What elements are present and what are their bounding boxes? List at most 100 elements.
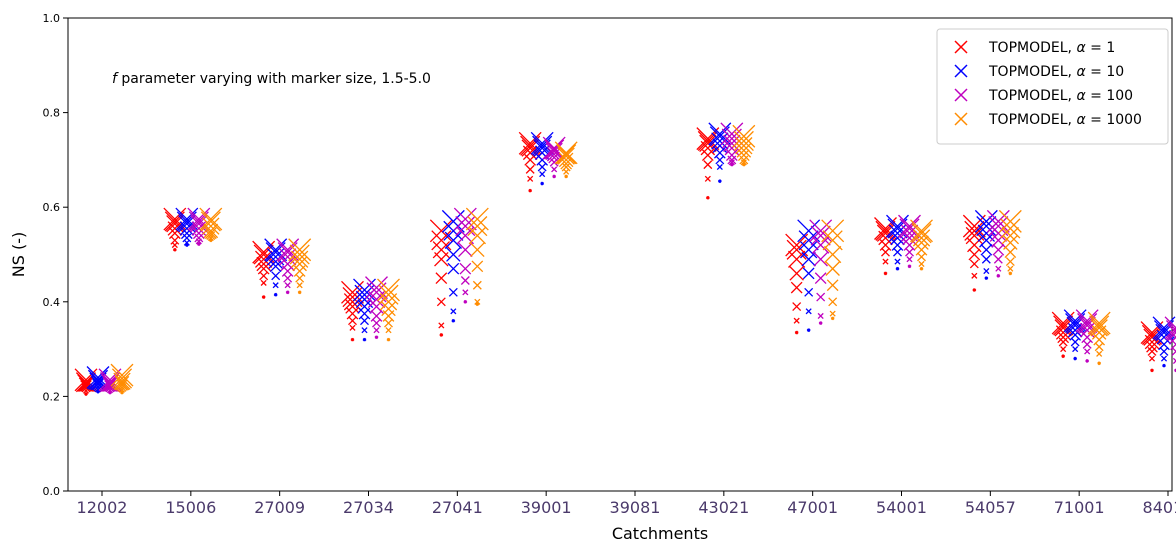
marker-10-15006	[178, 215, 196, 233]
marker-100-27034	[367, 290, 386, 309]
marker-1-39001	[522, 145, 538, 161]
marker-1000-12002	[114, 375, 130, 391]
marker-100-54001	[902, 230, 917, 246]
marker-10-39001	[530, 131, 554, 155]
marker-1000-47001	[821, 219, 845, 243]
marker-100-71001	[1082, 339, 1092, 349]
legend-entry-1000: TOPMODEL, α = 1000	[954, 112, 1142, 128]
legend: TOPMODEL, α = 1 TOPMODEL, α = 10 TOPMODEL,…	[936, 28, 1169, 145]
marker-10-84013	[1159, 347, 1169, 356]
y-axis-label: NS (-)	[9, 232, 28, 277]
marker-1000-43021	[735, 137, 753, 155]
marker-1000-71001	[1090, 319, 1108, 337]
x-tick-label: 12002	[77, 498, 128, 517]
marker-1000-15006	[202, 217, 220, 235]
marker-1000-27041	[471, 260, 484, 273]
marker-10-71001	[1067, 322, 1083, 338]
marker-1-12002	[81, 383, 91, 393]
marker-1000-39001	[563, 168, 570, 175]
x-tick-label: 47001	[787, 498, 838, 517]
chart-annotation: f parameter varying with marker size, 1.…	[112, 71, 431, 87]
marker-1000-27009	[296, 282, 303, 289]
marker-1-47001	[786, 239, 807, 260]
marker-10-43021	[717, 179, 722, 184]
marker-1000-27034	[378, 284, 399, 305]
legend-entry-1: TOPMODEL, α = 1	[954, 40, 1115, 56]
marker-1000-54057	[1008, 271, 1013, 276]
marker-1000-43021	[737, 149, 750, 162]
x-tick-label: 43021	[698, 498, 749, 517]
marker-10-47001	[800, 241, 818, 259]
marker-10-15006	[184, 243, 189, 247]
plot-border	[67, 17, 1173, 492]
marker-100-15006	[196, 242, 201, 247]
marker-1000-12002	[113, 372, 131, 390]
marker-1-39001	[528, 188, 533, 193]
marker-100-39001	[551, 166, 558, 173]
marker-1000-39001	[554, 141, 578, 165]
marker-10-47001	[802, 267, 815, 280]
marker-1-27034	[348, 316, 357, 326]
marker-1000-12002	[118, 386, 126, 393]
marker-1-12002	[82, 387, 90, 394]
legend-label: TOPMODEL, α = 1	[988, 40, 1115, 56]
marker-100-54001	[905, 247, 914, 257]
x-tick-label: 15006	[165, 498, 216, 517]
marker-100-27041	[453, 207, 477, 231]
marker-100-27034	[372, 318, 381, 328]
marker-1000-54001	[914, 235, 929, 250]
marker-100-84013	[1171, 347, 1176, 356]
marker-10-54057	[983, 267, 990, 275]
marker-10-27034	[361, 327, 368, 334]
marker-10-27009	[267, 248, 285, 266]
marker-1-71001	[1057, 331, 1070, 344]
marker-100-84013	[1168, 330, 1176, 345]
marker-1-39001	[525, 164, 535, 174]
marker-1000-71001	[1094, 342, 1104, 352]
marker-1000-54001	[919, 266, 924, 271]
y-axis-ticks: 0.0 0.2 0.4 0.6 0.8 1.0	[43, 12, 68, 498]
marker-1-47001	[794, 330, 799, 335]
x-tick-label: 39001	[521, 498, 572, 517]
marker-10-47001	[804, 287, 814, 297]
marker-10-54057	[981, 254, 991, 264]
marker-100-54001	[907, 264, 912, 269]
marker-1-43021	[699, 134, 717, 153]
marker-1-54057	[964, 220, 985, 241]
marker-100-71001	[1084, 348, 1091, 355]
marker-1-27009	[255, 250, 273, 268]
marker-1000-54057	[1001, 226, 1019, 245]
marker-1-71001	[1054, 319, 1072, 337]
marker-1000-47001	[825, 261, 840, 276]
marker-1-54057	[969, 259, 979, 269]
marker-1-27009	[261, 295, 266, 299]
marker-1000-15006	[204, 227, 217, 240]
marker-100-47001	[809, 219, 833, 243]
marker-1000-27041	[470, 242, 485, 258]
marker-1000-27009	[295, 273, 305, 283]
x-tick-label: 54057	[965, 498, 1016, 517]
y-tick-label: 0.6	[43, 201, 61, 214]
marker-1000-27034	[379, 293, 398, 311]
marker-1-27041	[431, 230, 452, 251]
marker-1000-39001	[556, 144, 577, 165]
marker-1-27009	[259, 271, 269, 281]
marker-1000-71001	[1087, 311, 1111, 335]
marker-100-27009	[284, 282, 291, 289]
marker-100-27034	[366, 282, 387, 303]
marker-10-47001	[797, 219, 821, 243]
marker-10-27041	[446, 247, 461, 262]
marker-1000-27034	[377, 278, 400, 302]
marker-1000-15006	[208, 238, 213, 243]
marker-10-54001	[893, 247, 902, 257]
marker-1000-15006	[206, 231, 216, 241]
marker-1-27034	[341, 280, 364, 304]
marker-100-54057	[995, 265, 1002, 272]
marker-1000-27041	[468, 226, 486, 245]
marker-1-27041	[438, 322, 445, 329]
legend-marker	[954, 88, 968, 102]
marker-1-43021	[703, 160, 713, 170]
x-tick-label: 84013	[1143, 498, 1176, 517]
marker-10-39001	[532, 135, 553, 156]
marker-1-27009	[253, 244, 274, 265]
